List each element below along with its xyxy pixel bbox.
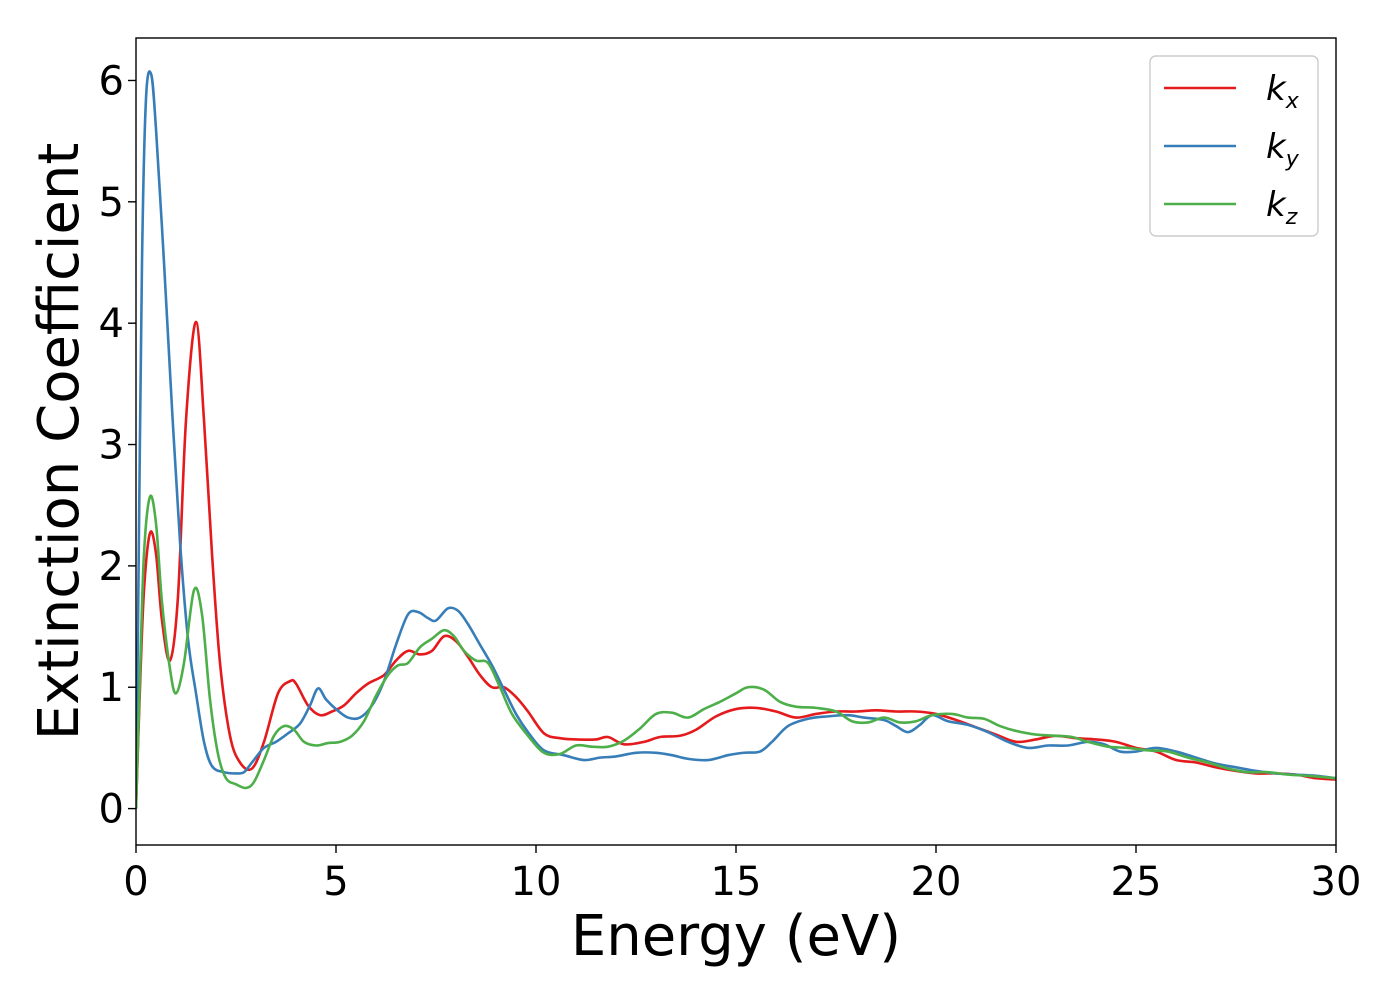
plot-lines [136,70,1336,809]
series-line-kx [136,320,1336,809]
x-tick-label: 20 [911,859,962,905]
y-axis-ticks: 0 1 2 3 4 5 6 [99,58,136,833]
x-tick-label: 25 [1111,859,1162,905]
legend-label-ky: ky [1266,127,1300,172]
legend: kx ky kz [1149,55,1319,237]
y-tick-label: 2 [99,544,124,590]
x-tick-label: 5 [323,859,348,905]
x-tick-label: 10 [511,859,562,905]
y-tick-label: 4 [99,301,124,347]
y-tick-label: 5 [99,180,124,226]
y-tick-label: 3 [99,423,124,469]
series-line-kz [136,494,1336,809]
y-tick-label: 6 [99,58,124,104]
y-tick-label: 1 [99,665,124,711]
y-tick-label: 0 [99,787,124,833]
x-tick-label: 0 [123,859,148,905]
x-axis-title: Energy (eV) [571,904,901,969]
x-tick-label: 30 [1311,859,1362,905]
y-axis-title: Extinction Coefficient [27,143,92,741]
series-line-ky [136,70,1336,809]
x-axis-ticks: 0 5 10 15 20 25 30 [123,845,1361,905]
legend-label-kx: kx [1266,69,1300,114]
legend-label-kz: kz [1266,185,1298,230]
x-tick-label: 15 [711,859,762,905]
